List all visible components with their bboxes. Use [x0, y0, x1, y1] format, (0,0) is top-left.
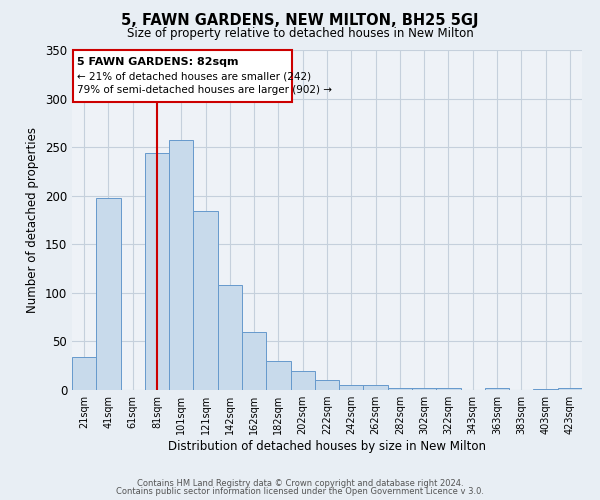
- Bar: [218, 285, 242, 390]
- Bar: [193, 212, 218, 390]
- Bar: [242, 332, 266, 390]
- Bar: [266, 361, 290, 390]
- Bar: [290, 370, 315, 390]
- Text: Contains public sector information licensed under the Open Government Licence v : Contains public sector information licen…: [116, 487, 484, 496]
- Text: 5 FAWN GARDENS: 82sqm: 5 FAWN GARDENS: 82sqm: [77, 57, 238, 67]
- Bar: [533, 389, 558, 390]
- Text: 5, FAWN GARDENS, NEW MILTON, BH25 5GJ: 5, FAWN GARDENS, NEW MILTON, BH25 5GJ: [121, 12, 479, 28]
- Bar: [436, 388, 461, 390]
- Bar: [364, 385, 388, 390]
- FancyBboxPatch shape: [73, 50, 292, 102]
- Bar: [96, 198, 121, 390]
- Bar: [388, 388, 412, 390]
- Bar: [412, 388, 436, 390]
- Text: Size of property relative to detached houses in New Milton: Size of property relative to detached ho…: [127, 28, 473, 40]
- Text: 79% of semi-detached houses are larger (902) →: 79% of semi-detached houses are larger (…: [77, 85, 332, 95]
- Text: ← 21% of detached houses are smaller (242): ← 21% of detached houses are smaller (24…: [77, 72, 311, 82]
- Bar: [72, 357, 96, 390]
- Text: Contains HM Land Registry data © Crown copyright and database right 2024.: Contains HM Land Registry data © Crown c…: [137, 478, 463, 488]
- Bar: [485, 388, 509, 390]
- Bar: [315, 380, 339, 390]
- Bar: [339, 385, 364, 390]
- X-axis label: Distribution of detached houses by size in New Milton: Distribution of detached houses by size …: [168, 440, 486, 453]
- Bar: [558, 388, 582, 390]
- Bar: [145, 153, 169, 390]
- Bar: [169, 140, 193, 390]
- Y-axis label: Number of detached properties: Number of detached properties: [26, 127, 40, 313]
